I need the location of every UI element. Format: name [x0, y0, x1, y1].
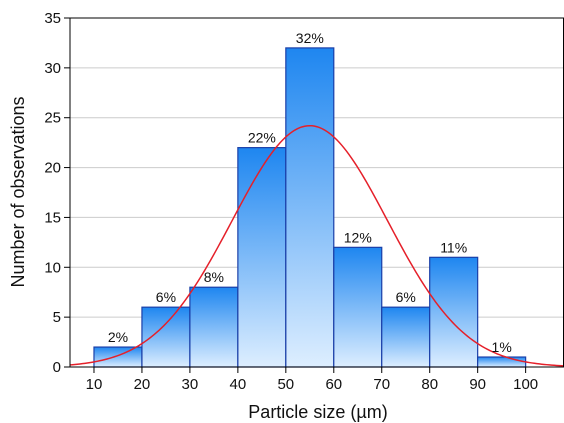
bar-percent-label: 1% [492, 339, 512, 355]
y-tick-label: 10 [44, 259, 61, 276]
x-tick-label: 80 [421, 376, 438, 393]
x-tick-label: 60 [325, 376, 342, 393]
histogram-bar [333, 246, 383, 368]
histogram-bar [237, 147, 287, 368]
x-axis-ticks: 10 20 30 40 50 60 70 80 90 100 [86, 367, 538, 393]
bar-percent-label: 8% [204, 269, 224, 285]
x-tick-label: 10 [86, 376, 103, 393]
x-tick-label: 20 [134, 376, 151, 393]
bar-percent-label: 12% [344, 229, 372, 245]
bars [93, 47, 527, 368]
x-tick-label: 90 [469, 376, 486, 393]
histogram-bar [189, 286, 239, 368]
bar-percent-label: 2% [108, 329, 128, 345]
y-tick-label: 20 [44, 160, 61, 177]
normal-fit-curve [69, 124, 564, 367]
y-tick-label: 0 [53, 359, 61, 376]
y-tick-label: 5 [53, 309, 61, 326]
x-tick-label: 50 [277, 376, 294, 393]
bar-percent-label: 6% [156, 289, 176, 305]
y-axis-title: Number of observations [8, 96, 28, 287]
histogram-bar [381, 306, 431, 368]
x-tick-label: 40 [230, 376, 247, 393]
bar-percent-label: 6% [396, 289, 416, 305]
bar-percent-label: 32% [296, 30, 324, 46]
y-tick-label: 35 [44, 10, 61, 27]
x-tick-label: 30 [182, 376, 199, 393]
bar-value-labels: 2% 6% 8% 22% 32% 12% 6% 11% 1% [108, 30, 512, 355]
y-tick-label: 15 [44, 209, 61, 226]
histogram-bar [477, 356, 527, 368]
y-tick-label: 25 [44, 110, 61, 127]
x-axis-title: Particle size (µm) [248, 402, 387, 422]
y-tick-label: 30 [44, 60, 61, 77]
fit-curve-line [69, 124, 564, 367]
x-tick-label: 100 [513, 376, 538, 393]
bar-percent-label: 22% [248, 130, 276, 146]
y-axis-ticks: 0 5 10 15 20 25 30 35 [44, 10, 70, 376]
histogram-bar [429, 256, 479, 368]
x-tick-label: 70 [373, 376, 390, 393]
bar-percent-label: 11% [440, 239, 467, 255]
histogram-bar [285, 47, 335, 368]
histogram-bar [93, 346, 143, 368]
histogram-bar [141, 306, 191, 368]
